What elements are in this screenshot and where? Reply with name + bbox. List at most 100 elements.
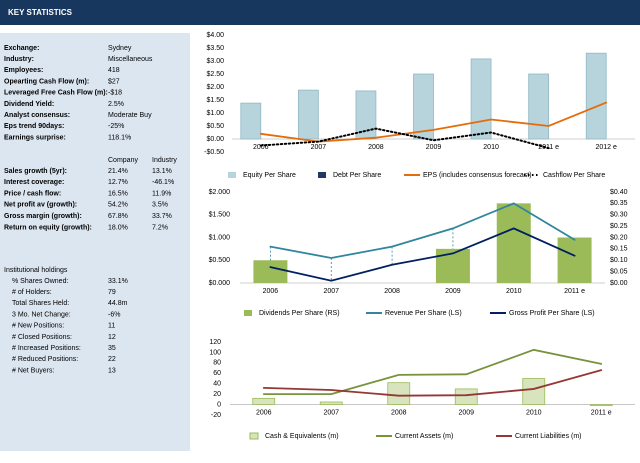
holding-value: 22 (108, 356, 116, 363)
company-value: 18.0% (108, 224, 128, 231)
y-tick-label: $1.50 (206, 97, 224, 104)
line-series (259, 127, 550, 150)
y-tick-label: $3.00 (206, 58, 224, 65)
bar (240, 102, 262, 140)
legend-swatch (318, 172, 326, 178)
holding-value: 13 (108, 367, 116, 374)
stats-panel (0, 33, 190, 451)
line-series (262, 369, 603, 397)
stat-value: $27 (108, 78, 120, 85)
y-tick-label: $0.20 (610, 234, 628, 241)
legend-label: Dividends Per Share (RS) (259, 310, 340, 317)
y-tick-label: -20 (211, 412, 221, 419)
row-label: Interest coverage: (4, 179, 64, 186)
legend-label: Current Liabilities (m) (515, 433, 582, 440)
y-tick-label: $1.000 (209, 234, 231, 241)
industry-value: 3.5% (152, 202, 168, 209)
stat-value: Miscellaneous (108, 56, 153, 63)
x-tick-label: 2009 (426, 144, 442, 151)
industry-value: 13.1% (152, 168, 172, 175)
stat-label: Earnings surprise: (4, 134, 66, 141)
holding-value: -6% (108, 311, 120, 318)
bar (387, 382, 411, 405)
x-tick-label: 2010 (483, 144, 499, 151)
x-tick-label: 2011 e (591, 409, 612, 416)
legend-swatch (228, 172, 236, 178)
industry-value: 7.2% (152, 224, 168, 231)
company-value: 67.8% (108, 213, 128, 220)
x-tick-label: 2007 (311, 144, 327, 151)
x-tick-label: 2008 (391, 409, 407, 416)
stat-value: Moderate Buy (108, 112, 152, 119)
y-tick-label: 0 (217, 401, 221, 408)
bar (253, 260, 288, 283)
holding-label: 3 Mo. Net Change: (12, 311, 71, 318)
x-tick-label: 2006 (263, 288, 279, 295)
y-tick-label: $4.00 (206, 32, 224, 39)
x-tick-label: 2006 (253, 144, 269, 151)
holding-value: 35 (108, 345, 116, 352)
bar (413, 73, 434, 140)
bar (297, 89, 319, 140)
header-bar (0, 0, 640, 25)
bar (496, 203, 531, 283)
y-tick-label: $0.25 (610, 223, 628, 230)
holding-value: 79 (108, 289, 116, 296)
holding-value: 12 (108, 334, 116, 341)
company-value: 12.7% (108, 179, 128, 186)
x-tick-label: 2007 (323, 288, 339, 295)
bar (557, 237, 592, 283)
bar (470, 58, 492, 140)
bar (585, 52, 607, 140)
x-tick-label: 2009 (458, 409, 474, 416)
legend-label: Debt Per Share (333, 172, 381, 179)
x-tick-label: 2010 (506, 288, 522, 295)
stat-label: Exchange: (4, 45, 39, 52)
y-tick-label: 100 (209, 349, 221, 356)
stat-label: Dividend Yield: (4, 101, 54, 108)
x-tick-label: 2006 (256, 409, 272, 416)
y-tick-label: 80 (213, 360, 221, 367)
holding-label: # of Holders: (12, 289, 52, 296)
x-tick-label: 2009 (445, 288, 461, 295)
stat-label: Leveraged Free Cash Flow (m): (4, 90, 108, 97)
bar (435, 248, 470, 283)
y-tick-label: 40 (213, 381, 221, 388)
holding-label: # Increased Positions: (12, 345, 81, 352)
holding-label: # Reduced Positions: (12, 356, 78, 363)
y-tick-label: $0.15 (610, 246, 628, 253)
x-tick-label: 2012 e (596, 144, 618, 151)
holding-label: % Shares Owned: (12, 278, 68, 285)
holding-label: # New Positions: (12, 323, 64, 330)
column-header: Industry (152, 157, 177, 164)
y-tick-label: 60 (213, 370, 221, 377)
stat-label: Employees: (4, 67, 43, 74)
stat-label: Opearting Cash Flow (m): (4, 78, 89, 85)
y-tick-label: $2.00 (206, 84, 224, 91)
bar (454, 388, 478, 405)
legend-label: EPS (includes consensus forecast) (423, 172, 532, 179)
y-tick-label: $0.10 (610, 257, 628, 264)
line-series (269, 202, 576, 259)
y-tick-label: $0.50 (206, 123, 224, 130)
header-title: KEY STATISTICS (8, 8, 73, 17)
y-tick-label: 120 (209, 339, 221, 346)
y-tick-label: $3.50 (206, 45, 224, 52)
row-label: Price / cash flow: (4, 190, 61, 197)
stat-label: Industry: (4, 56, 34, 63)
row-label: Sales growth (5yr): (4, 168, 67, 175)
legend-label: Equity Per Share (243, 172, 296, 179)
legend-label: Gross Profit Per Share (LS) (509, 310, 595, 317)
y-tick-label: $0.30 (610, 212, 628, 219)
industry-value: 11.9% (152, 190, 171, 197)
column-header: Company (108, 157, 138, 164)
company-value: 16.5% (108, 190, 128, 197)
x-tick-label: 2011 e (564, 288, 585, 295)
company-value: 54.2% (108, 202, 128, 209)
stat-label: Eps trend 90days: (4, 123, 64, 130)
y-tick-label: $0.500 (209, 257, 231, 264)
y-tick-label: 20 (213, 391, 221, 398)
industry-value: -46.1% (152, 179, 174, 186)
line-series (269, 227, 576, 282)
stat-value: 2.5% (108, 101, 124, 108)
